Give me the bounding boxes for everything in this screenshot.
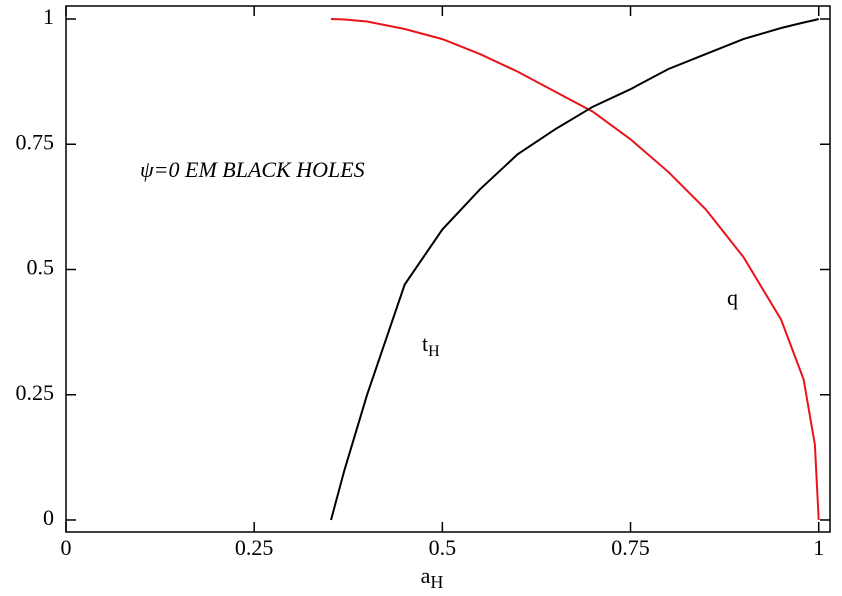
plot-frame	[65, 5, 831, 533]
x-tick-label: 1	[813, 535, 824, 560]
series-label-main: t	[422, 331, 428, 356]
series-label-sub: H	[428, 343, 440, 360]
series-line	[330, 18, 820, 521]
x-axis-label: aH	[421, 563, 444, 592]
y-tick-label: 0.75	[16, 129, 55, 154]
series-label-main: q	[727, 285, 738, 310]
y-tick-label: 0.25	[16, 380, 55, 405]
y-tick-label: 0.5	[27, 255, 55, 280]
series-label: tH	[422, 331, 440, 360]
x-label-main: a	[421, 563, 431, 588]
series-label: q	[727, 285, 738, 310]
x-tick-label: 0	[61, 535, 72, 560]
x-label-sub: H	[430, 572, 443, 592]
annotation: ψ=0 EM BLACK HOLES	[140, 157, 365, 182]
y-tick-label: 0	[43, 505, 54, 530]
x-tick-label: 0.75	[611, 535, 650, 560]
y-tick-label: 1	[43, 4, 54, 29]
x-tick-label: 0.25	[235, 535, 274, 560]
series-line	[330, 18, 819, 521]
x-tick-label: 0.5	[429, 535, 457, 560]
